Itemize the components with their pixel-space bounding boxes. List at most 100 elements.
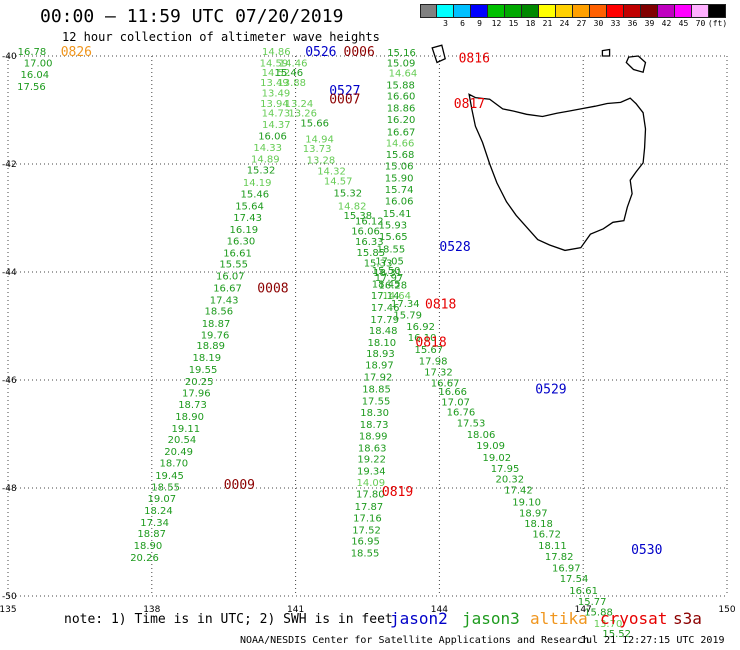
scale-label: 36 [627, 19, 638, 28]
swh-value: 17.56 [17, 82, 46, 93]
swh-value: 13.24 [285, 99, 314, 110]
swh-value: 13.88 [277, 78, 306, 89]
scale-cell: (ft) [708, 4, 727, 28]
swh-value: 13.26 [288, 109, 317, 120]
swh-value: 16.67 [213, 283, 242, 294]
scale-label: 27 [576, 19, 587, 28]
swh-value: 15.85 [357, 248, 386, 259]
swh-value: 16.19 [230, 225, 259, 236]
swh-value: 14.33 [253, 143, 282, 154]
scale-swatch [692, 4, 709, 18]
swh-value: 15.79 [393, 310, 422, 321]
swh-value: 16.95 [351, 537, 380, 548]
scale-cell: 45 [675, 4, 692, 28]
scale-cell: 9 [471, 4, 488, 28]
swh-value: 17.07 [441, 397, 470, 408]
swh-value: 15.64 [235, 201, 264, 212]
legend-cryosat: cryosat [600, 609, 668, 628]
swh-value: 18.87 [137, 529, 166, 540]
scale-cell [420, 4, 437, 28]
footnote: note: 1) Time is in UTC; 2) SWH is in fe… [64, 612, 393, 627]
swh-value: 20.54 [168, 435, 197, 446]
pass-time-label: 0527 [329, 84, 360, 99]
lat-tick-label: -48 [2, 484, 17, 494]
swh-value: 14.37 [262, 120, 291, 131]
swh-value: 18.90 [175, 412, 204, 423]
scale-swatch [522, 4, 539, 18]
scale-cell: 3 [437, 4, 454, 28]
swh-value: 19.10 [512, 497, 541, 508]
scale-cell: 21 [539, 4, 556, 28]
swh-value: 18.97 [365, 361, 394, 372]
swh-value: 15.32 [334, 188, 363, 199]
lat-tick-label: -44 [2, 268, 17, 278]
scale-cell: 70 [692, 4, 709, 28]
swh-value: 18.19 [193, 353, 222, 364]
swh-value: 15.50 [372, 266, 401, 277]
swh-value: 14.09 [357, 478, 386, 489]
swh-value: 18.90 [134, 541, 163, 552]
swh-value: 14.82 [338, 201, 367, 212]
swh-value: 13.49 [262, 89, 291, 100]
swh-value: 15.52 [602, 629, 631, 640]
swh-value: 14.86 [262, 47, 291, 58]
swh-value: 17.43 [233, 213, 262, 224]
swh-value: 16.04 [21, 70, 50, 81]
lat-tick-label: -42 [2, 160, 17, 170]
scale-swatch [675, 4, 692, 18]
swh-value: 18.99 [359, 431, 388, 442]
swh-value: 15.33 [364, 259, 393, 270]
swh-value: 16.76 [447, 408, 476, 419]
pass-time-label: 0008 [257, 282, 288, 297]
swh-value: 18.70 [160, 458, 189, 469]
swh-value: 15.67 [415, 345, 444, 356]
swh-value: 13.49 [260, 78, 289, 89]
scale-swatch [624, 4, 641, 18]
island-coastline [431, 44, 446, 64]
swh-value: 16.60 [387, 92, 416, 103]
swh-value: 18.30 [360, 408, 389, 419]
island-coastline [601, 48, 611, 57]
swh-value: 18.11 [538, 541, 567, 552]
swh-value: 17.82 [545, 552, 574, 563]
swh-value: 14.89 [251, 154, 280, 165]
swh-value: 19.11 [172, 424, 201, 435]
swh-value: 17.34 [140, 518, 169, 529]
scale-label: 21 [542, 19, 553, 28]
swh-value: 17.00 [24, 58, 53, 69]
swh-value: 17.95 [491, 464, 520, 475]
scale-swatch [471, 4, 488, 18]
scale-cell: 15 [505, 4, 522, 28]
legend-jason2: jason2 [390, 609, 448, 628]
map-title: 00:00 – 11:59 UTC 07/20/2019 [40, 6, 344, 27]
swh-value: 20.49 [164, 447, 193, 458]
swh-value: 13.94 [260, 99, 289, 110]
scale-label: 18 [525, 19, 536, 28]
swh-value: 17.54 [560, 574, 589, 585]
pass-time-label: 0528 [439, 240, 470, 255]
swh-value: 20.25 [185, 377, 214, 388]
scale-swatch [437, 4, 454, 18]
swh-value: 17.55 [362, 396, 391, 407]
scale-cell: 6 [454, 4, 471, 28]
scale-label: 9 [477, 19, 482, 28]
swh-value: 18.10 [368, 338, 397, 349]
swh-value: 14.64 [389, 69, 418, 80]
swh-value: 17.79 [370, 315, 399, 326]
scale-label: 12 [491, 19, 502, 28]
swh-value: 17.97 [375, 273, 404, 284]
swh-value: 19.45 [155, 471, 184, 482]
scale-cell: 27 [573, 4, 590, 28]
scale-swatch [488, 4, 505, 18]
swh-value: 20.32 [496, 475, 525, 486]
credit-line: NOAA/NESDIS Center for Satellite Applica… [240, 635, 590, 646]
swh-value: 17.43 [210, 295, 239, 306]
swh-value: 14.94 [305, 134, 334, 145]
swh-value: 17.16 [353, 514, 382, 525]
swh-value: 18.55 [377, 245, 406, 256]
tasmania-coastline [468, 93, 647, 252]
swh-value: 15.16 [387, 48, 416, 59]
legend-jason3: jason3 [462, 609, 520, 628]
swh-value: 14.32 [317, 166, 346, 177]
